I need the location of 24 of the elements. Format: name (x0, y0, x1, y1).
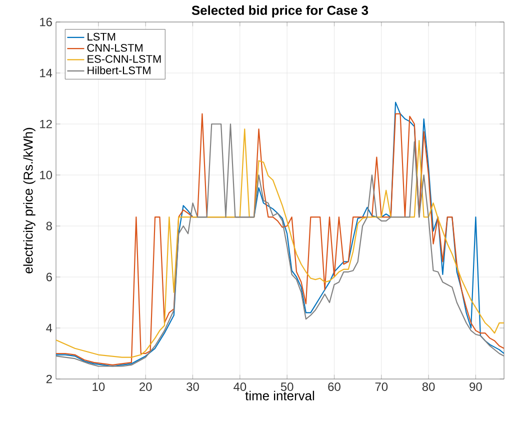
x-tick-label: 90 (470, 382, 482, 391)
y-axis-title: electricity price (Rs./kWh) (23, 128, 36, 274)
x-tick-label: 40 (234, 382, 246, 391)
y-tick-label: 16 (40, 18, 52, 26)
x-tick-label: 80 (422, 382, 435, 391)
y-tick-label: 8 (46, 222, 52, 230)
legend-label: Hilbert-LSTM (88, 66, 150, 74)
x-tick-label: 50 (280, 382, 294, 391)
legend-label: ES-CNN-LSTM (88, 55, 161, 63)
y-tick-label: 4 (46, 324, 52, 332)
x-tick-label: 30 (186, 382, 199, 391)
y-tick-label: 2 (46, 374, 52, 384)
y-tick-label: 10 (40, 170, 52, 180)
x-tick-label: 70 (375, 382, 388, 391)
y-tick-label: 6 (46, 272, 52, 282)
x-tick-label: 10 (92, 382, 105, 391)
y-tick-label: 12 (40, 120, 52, 128)
chart-title: Selected bid price for Case 3 (192, 5, 368, 18)
x-tick-label: 60 (328, 382, 340, 391)
x-tick-label: 20 (140, 382, 152, 391)
legend-label: CNN-LSTM (87, 44, 142, 52)
x-axis-title: time interval (245, 390, 314, 400)
y-tick-label: 14 (40, 68, 52, 78)
legend-label: LSTM (88, 32, 116, 41)
